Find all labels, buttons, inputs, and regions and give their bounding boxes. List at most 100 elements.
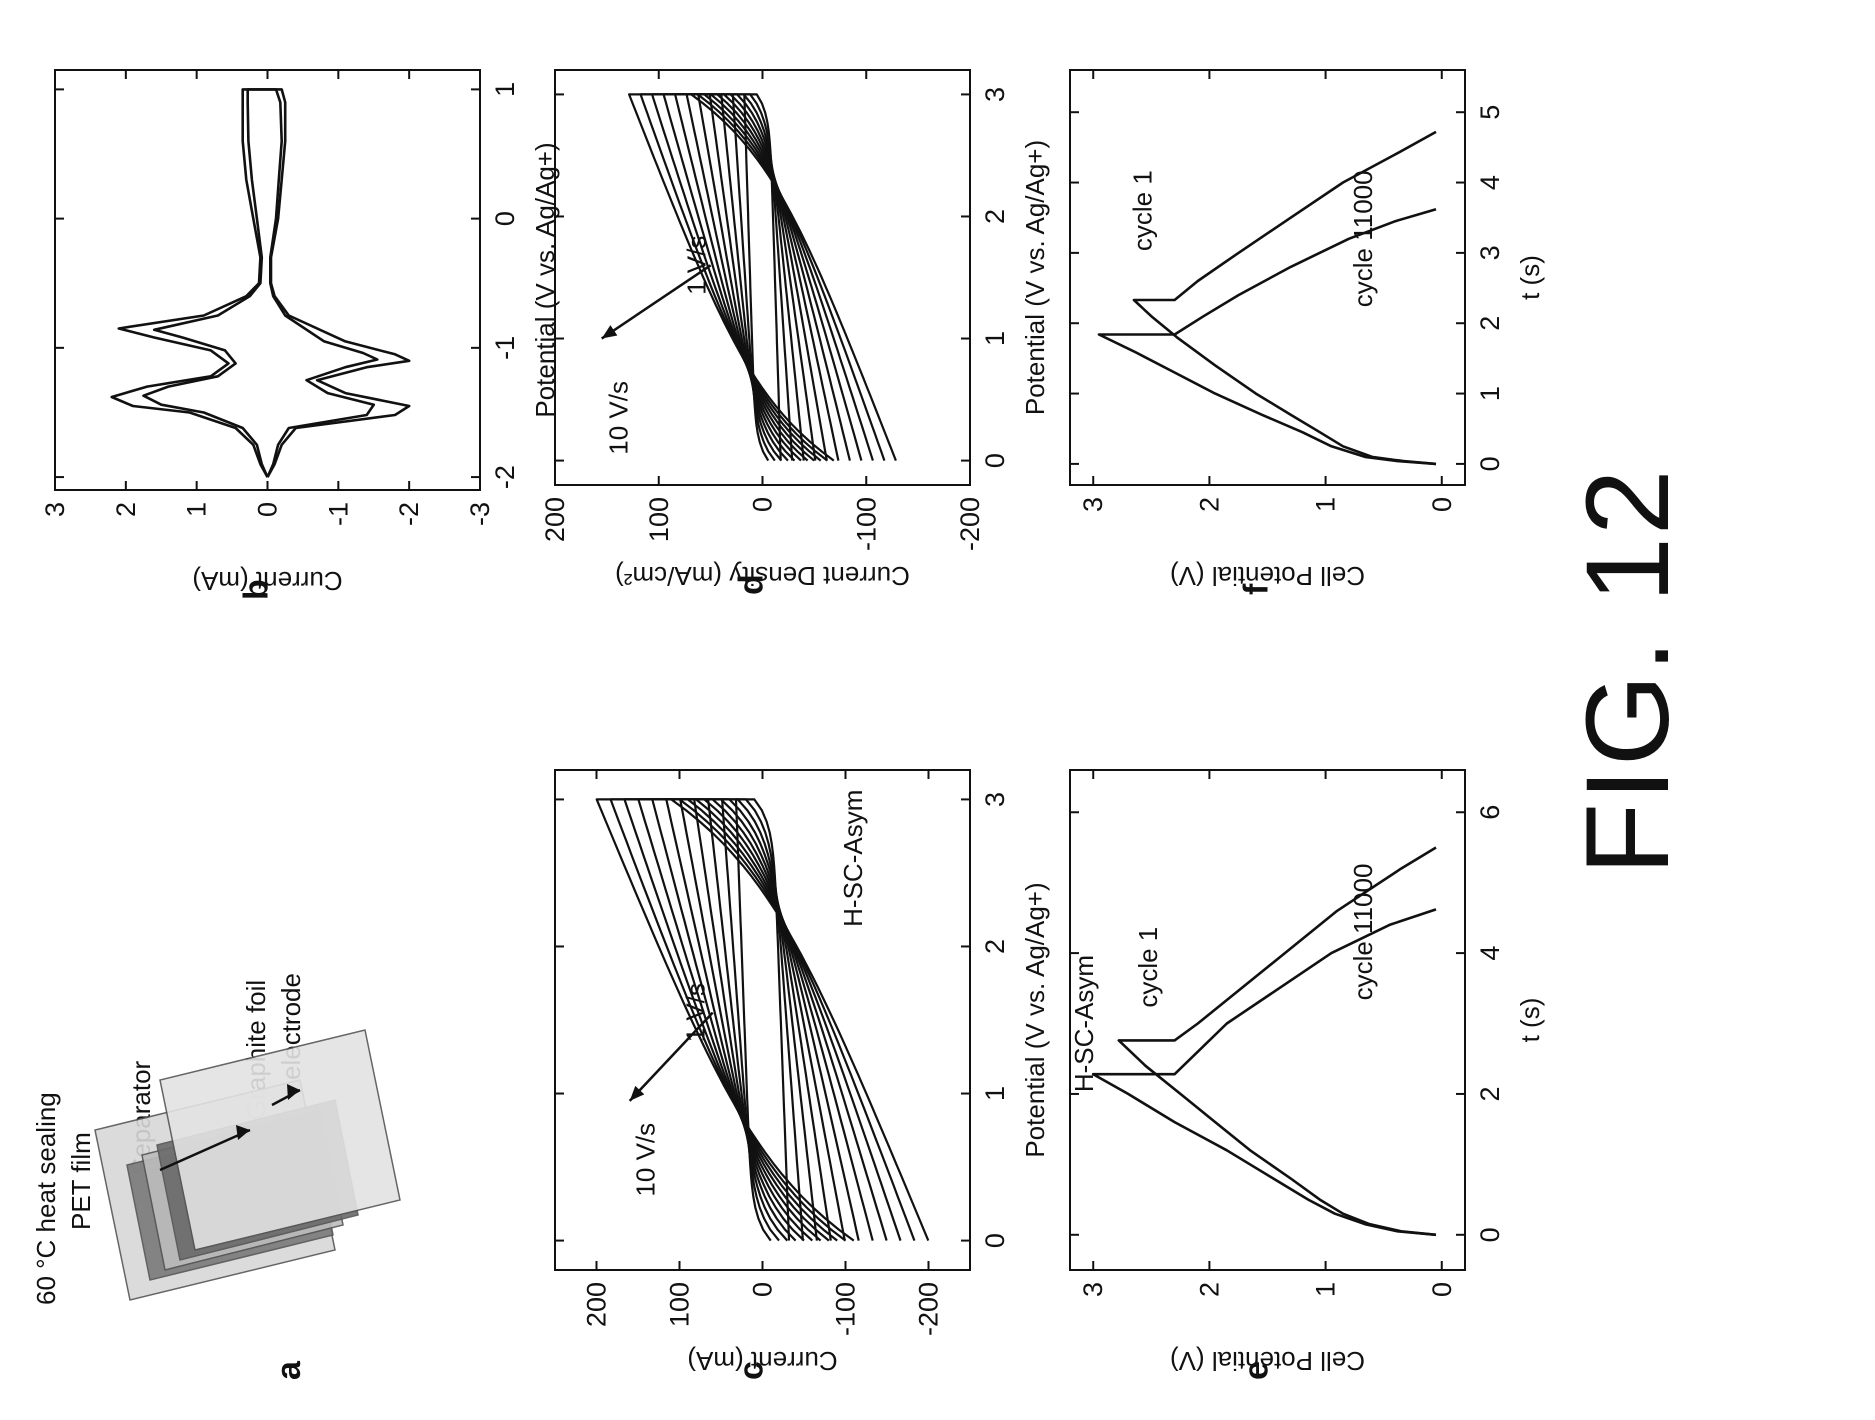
y-axis-label: Current (mA) xyxy=(687,1346,837,1376)
panel-label-a: a xyxy=(270,1360,308,1380)
annotation: cycle 1 xyxy=(1133,927,1163,1008)
y-tick-label: -100 xyxy=(851,497,881,551)
y-tick-label: -200 xyxy=(955,497,985,551)
x-tick-label: 6 xyxy=(1475,805,1505,820)
series-group xyxy=(595,798,930,1242)
y-tick-label: 200 xyxy=(582,1282,612,1327)
y-tick-label: -100 xyxy=(831,1282,861,1336)
series-group xyxy=(1097,130,1437,466)
x-tick-label: 0 xyxy=(980,1233,1010,1248)
x-tick-label: 2 xyxy=(980,939,1010,954)
panel-label-c: c xyxy=(733,1361,771,1380)
x-tick-label: 3 xyxy=(980,87,1010,102)
series-group xyxy=(1091,846,1437,1237)
y-tick-label: 0 xyxy=(748,1282,778,1297)
y-tick-label: 2 xyxy=(1194,1282,1224,1297)
x-tick-label: 4 xyxy=(1475,946,1505,961)
scan-rate-arrow-head xyxy=(601,325,618,339)
x-tick-label: 1 xyxy=(1475,386,1505,401)
annotation: H-SC-Asym xyxy=(838,790,868,927)
x-tick-label: 1 xyxy=(980,1086,1010,1101)
panel-label-d: d xyxy=(733,574,771,595)
pet-film-label-line1: 60 °C heat sealing xyxy=(31,1092,61,1305)
annotation: 1 V/s xyxy=(680,983,710,1042)
y-axis-label: Cell Potential (V) xyxy=(1170,1346,1365,1376)
annotation: cycle 1 xyxy=(1127,170,1157,251)
annotation: H-SC-Asym xyxy=(1069,955,1099,1092)
x-tick-label: -1 xyxy=(490,336,520,360)
x-tick-label: 3 xyxy=(1475,245,1505,260)
x-tick-label: 0 xyxy=(980,453,1010,468)
panel-label-f: f xyxy=(1238,583,1276,595)
y-tick-label: 0 xyxy=(748,497,778,512)
y-axis-label-group: Cell Potential (V) xyxy=(1170,561,1365,591)
y-tick-label: 2 xyxy=(1194,497,1224,512)
series-line-0 xyxy=(1132,130,1437,466)
y-tick-label: 100 xyxy=(665,1282,695,1327)
plot-frame xyxy=(1069,769,1466,1271)
x-tick-label: 2 xyxy=(1475,1086,1505,1101)
y-tick-label: -3 xyxy=(465,502,495,526)
scan-rate-arrow xyxy=(628,1011,714,1102)
series-line-0 xyxy=(1117,846,1437,1237)
panel-label-e: e xyxy=(1238,1361,1276,1380)
series-line-1 xyxy=(1097,208,1437,466)
y-tick-label: 3 xyxy=(40,502,70,517)
x-axis-label: Potential (V vs. Ag/Ag+) xyxy=(1020,882,1050,1157)
x-tick-label: 0 xyxy=(1475,456,1505,471)
y-axis-label-group: Cell Potential (V) xyxy=(1170,1346,1365,1376)
y-tick-label: 0 xyxy=(253,502,283,517)
y-tick-label: 3 xyxy=(1078,1282,1108,1297)
x-tick-label: 3 xyxy=(980,792,1010,807)
annotation: 10 V/s xyxy=(631,1123,661,1197)
y-axis-label: Current (mA) xyxy=(192,566,342,596)
figure-title: FIG. 12 xyxy=(1562,467,1694,875)
annotation: 10 V/s xyxy=(604,381,634,455)
x-tick-label: 0 xyxy=(490,211,520,226)
y-axis-label-group: Current (mA) xyxy=(687,1346,837,1376)
y-axis-label-group: Current (mA) xyxy=(192,566,342,596)
x-tick-label: 1 xyxy=(490,82,520,97)
chart-c: 0 1 2 3 -200 -100 0 100 200 Potential (V vs. Ag/A… xyxy=(554,769,1050,1380)
y-tick-label: 0 xyxy=(1427,1282,1457,1297)
x-axis-label: Potential (V vs. Ag/Ag+) xyxy=(1020,140,1050,415)
separator-pointer-head xyxy=(236,1125,250,1140)
y-tick-label: 1 xyxy=(1311,497,1341,512)
cv-loop xyxy=(595,798,930,1242)
pet-film-label-line2: PET film xyxy=(66,1132,96,1230)
y-tick-label: 2 xyxy=(111,502,141,517)
series-line-1 xyxy=(142,88,379,478)
annotation: 1 V/s xyxy=(681,236,711,295)
y-axis-label-group: Current Density (mA/cm²) xyxy=(615,561,910,591)
cv-loop xyxy=(628,93,897,462)
y-tick-label: -1 xyxy=(323,502,353,526)
series-group xyxy=(628,93,897,462)
chart-f: 0 1 2 3 4 5 0 1 2 3 t (s) Cell Potential (V)f cycle … xyxy=(1069,69,1545,595)
y-tick-label: 200 xyxy=(540,497,570,542)
pet-film-top xyxy=(159,1029,401,1251)
series-line-1 xyxy=(1091,908,1437,1237)
chart-e: 0 2 4 6 0 1 2 3 t (s) Cell Potential (V)e H-SC-Asy… xyxy=(1069,769,1545,1380)
plot-frame xyxy=(554,769,971,1271)
x-tick-label: 0 xyxy=(1475,1227,1505,1242)
scan-rate-arrow xyxy=(600,264,712,340)
separator-pointer xyxy=(159,1128,251,1172)
x-tick-label: 2 xyxy=(980,209,1010,224)
y-tick-label: 100 xyxy=(644,497,674,542)
y-tick-label: 1 xyxy=(1311,1282,1341,1297)
y-tick-label: -200 xyxy=(914,1282,944,1336)
y-axis-label: Current Density (mA/cm²) xyxy=(615,561,910,591)
x-axis-label: t (s) xyxy=(1515,255,1545,300)
x-tick-label: 5 xyxy=(1475,105,1505,120)
y-tick-label: 1 xyxy=(182,502,212,517)
scan-rate-arrow-head xyxy=(629,1085,645,1101)
x-tick-label: 2 xyxy=(1475,316,1505,331)
series-line-0 xyxy=(110,88,411,478)
y-axis-label: Cell Potential (V) xyxy=(1170,561,1365,591)
plot-frame xyxy=(1069,69,1466,486)
